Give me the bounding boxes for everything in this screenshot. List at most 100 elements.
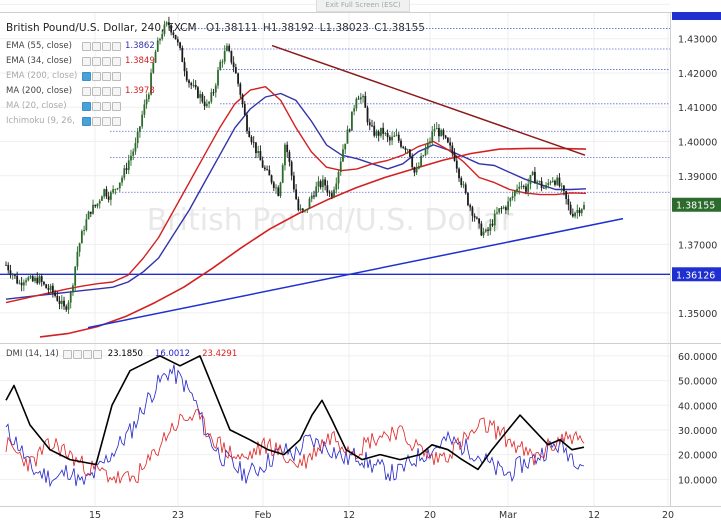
close-icon[interactable] [102,57,111,66]
candle-body [243,103,246,115]
more-icon[interactable] [112,57,121,66]
candle-body [455,160,458,169]
time-axis[interactable]: 15 23 Feb 12 20 Mar 12 20 [89,510,674,521]
eye-icon[interactable] [72,349,82,359]
candle-body [529,175,532,185]
dmi-tick-label: 30.0000 [678,426,717,437]
more-icon[interactable] [112,117,121,126]
candle-body [502,207,505,209]
eye-icon[interactable] [82,72,91,81]
settings-icon[interactable] [92,117,101,126]
candle-body [415,168,418,173]
ohlc-values: O1.38111 H1.38192 L1.38023 C1.38155 [206,22,427,34]
ema34-line [5,85,587,304]
candle-body [344,143,347,150]
settings-icon[interactable] [82,87,91,96]
price-tag-box [672,197,721,212]
candle-body [38,276,41,284]
candle-body [7,264,10,271]
candle-body [547,183,550,186]
more-icon[interactable] [112,102,121,111]
candle-body [297,199,300,211]
eye-icon[interactable] [82,102,91,111]
indicator-row[interactable]: MA (20, close) [6,100,125,113]
close-icon[interactable] [82,349,92,359]
symbol-title[interactable]: British Pound/U.S. Dollar, 240, FXCM [6,22,197,34]
candle-body [317,181,320,187]
indicator-row[interactable]: EMA (55, close) 1.3862 [6,40,155,53]
candle-body [417,165,420,169]
indicator-row[interactable]: EMA (34, close) 1.3849 [6,55,155,68]
dmi-buttons[interactable] [62,349,102,359]
settings-icon[interactable] [92,72,101,81]
candle-body [540,181,543,188]
more-icon[interactable] [112,87,121,96]
indicator-buttons[interactable] [82,87,121,96]
eye-icon[interactable] [92,42,101,51]
close-icon[interactable] [102,102,111,111]
candle-body [460,178,463,185]
candle-body [565,191,568,199]
time-tick-label: 23 [172,510,184,521]
settings-icon[interactable] [82,42,91,51]
close-icon[interactable] [102,87,111,96]
candle-body [440,130,443,137]
top-cut-tag [672,12,721,20]
indicator-row[interactable]: MA (200, close) 1.3978 [6,85,155,98]
candle-body [496,212,498,214]
dmi-tick-label: 20.0000 [678,451,717,462]
close-icon[interactable] [102,72,111,81]
dmi-axis[interactable]: 60.0000 50.0000 40.0000 30.0000 20.0000 10.00… [678,352,717,486]
trendlines[interactable] [87,44,624,329]
candle-body [558,177,561,186]
close-icon[interactable] [102,42,111,51]
eye-icon[interactable] [82,117,91,126]
candle-body [429,141,431,143]
candle-body [116,188,119,190]
eye-icon[interactable] [92,87,101,96]
settings-icon[interactable] [92,102,101,111]
price-tick-label: 1.37000 [678,240,717,251]
price-tag-label: 1.38155 [676,201,715,212]
exit-fullscreen-toast[interactable]: Exit Full Screen (ESC) [316,0,410,12]
indicator-buttons[interactable] [82,57,121,66]
candle-body [208,101,210,104]
indicator-buttons[interactable] [82,102,121,111]
candle-body [409,149,411,157]
indicator-row[interactable]: EMA (200, close) [6,70,125,83]
close-icon[interactable] [102,117,111,126]
candle-body [259,150,262,161]
indicator-buttons[interactable] [82,117,121,126]
dmi-tick-label: 50.0000 [678,377,717,388]
adx-line [5,355,585,471]
candle-body [357,98,360,100]
candle-body [234,67,237,74]
candle-body [299,208,302,211]
candle-body [435,128,438,130]
dmi-title[interactable]: DMI (14, 14) [6,349,59,359]
candle-body [237,73,239,84]
more-icon[interactable] [112,42,121,51]
indicator-value: 1.3978 [125,86,155,96]
candle-body [393,135,396,137]
candle-body [511,196,514,199]
candle-body [382,127,385,134]
candle-body [150,72,152,95]
indicator-row[interactable]: Ichimoku (9, 26, 52, 26) [6,115,125,128]
candle-body [56,295,59,301]
settings-icon[interactable] [82,57,91,66]
more-icon[interactable] [92,349,102,359]
settings-icon[interactable] [62,349,72,359]
eye-icon[interactable] [92,57,101,66]
candle-body [395,134,398,136]
candle-body [366,107,369,123]
candle-body [471,207,474,216]
price-axis[interactable]: 1.43000 1.42000 1.41000 1.40000 1.39000 1.370… [678,35,717,320]
indicator-buttons[interactable] [82,72,121,81]
candle-body [239,83,242,95]
dmi-lines [5,355,585,488]
time-tick-label: 15 [89,510,101,521]
more-icon[interactable] [112,72,121,81]
indicator-buttons[interactable] [82,42,121,51]
